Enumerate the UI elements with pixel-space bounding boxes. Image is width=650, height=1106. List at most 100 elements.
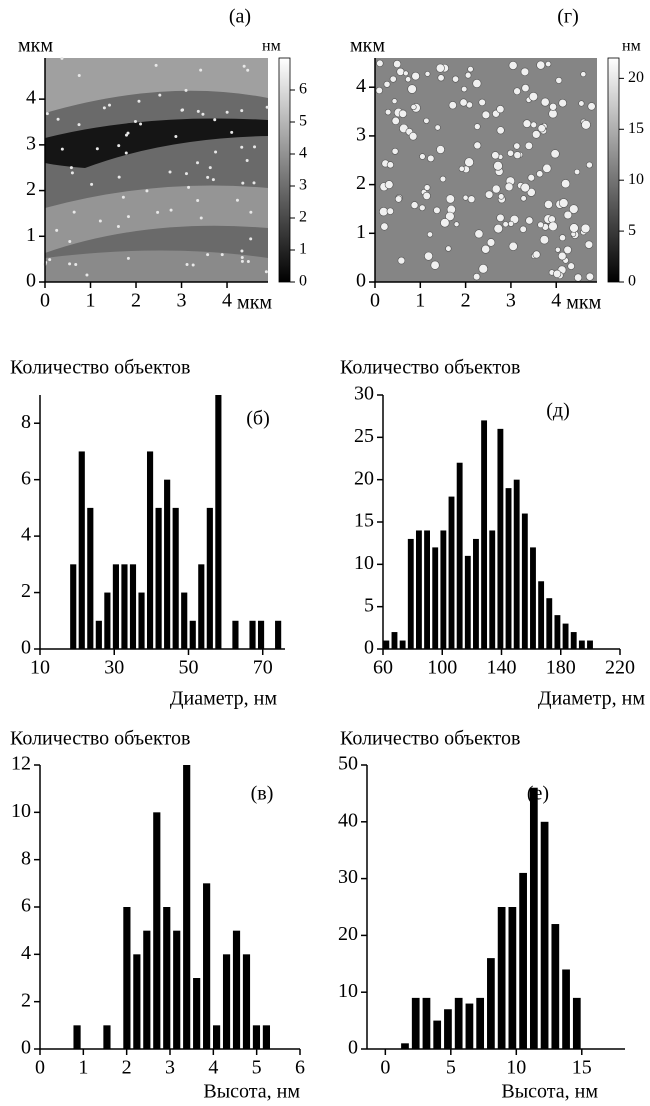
y-tick-label: 10: [11, 800, 31, 822]
image-dot: [69, 166, 73, 170]
image-dot: [211, 178, 215, 182]
x-tick-label: 0: [370, 290, 380, 312]
image-dot: [491, 184, 501, 194]
bar: [513, 479, 520, 649]
panel-label: (б): [246, 408, 270, 430]
image-dot: [225, 110, 229, 114]
image-dot: [539, 235, 550, 245]
bar: [112, 564, 119, 649]
bar: [383, 640, 390, 649]
image-dot: [383, 80, 391, 88]
image-dot: [585, 272, 594, 281]
image-dot: [60, 147, 64, 151]
bar: [123, 907, 131, 1049]
image-dot: [513, 151, 522, 160]
image-dot: [427, 154, 435, 163]
image-dot: [214, 150, 218, 154]
image-dot: [537, 124, 546, 133]
x-tick-label: 50: [178, 657, 198, 679]
image-dot: [507, 149, 514, 157]
image-dot: [391, 116, 400, 126]
image-dot: [558, 198, 569, 208]
image-dot: [418, 204, 426, 212]
y-tick-label: 50: [338, 753, 358, 775]
image-dot: [408, 132, 418, 141]
image-dot: [384, 180, 394, 189]
bar: [497, 428, 504, 649]
image-dot: [386, 161, 394, 169]
image-dot: [55, 228, 59, 232]
bar: [422, 997, 431, 1049]
x-tick-label: 3: [165, 1057, 175, 1079]
image-dot: [249, 210, 253, 214]
image-dot: [426, 231, 433, 238]
image-dot: [60, 56, 64, 60]
x-tick-label: 1: [78, 1057, 88, 1079]
image-dot: [380, 222, 389, 231]
image-dot: [484, 190, 494, 199]
image-dot: [461, 86, 468, 93]
y-tick-label: 4: [21, 524, 31, 546]
bar: [87, 507, 94, 649]
image-dot: [586, 161, 593, 169]
bar: [222, 954, 231, 1049]
colorbar-tick-label: 5: [299, 113, 307, 130]
image-dot: [196, 109, 200, 113]
image-dot: [474, 229, 484, 239]
image-dot: [56, 117, 60, 121]
image-dot: [68, 262, 72, 266]
image-dot: [464, 157, 474, 168]
y-tick-label: 10: [354, 552, 374, 574]
image-dot: [574, 168, 581, 175]
image-dot: [493, 161, 503, 171]
bar: [146, 451, 154, 649]
image-dot: [208, 166, 212, 170]
image-dot: [584, 240, 594, 249]
y-tick-label: 5: [364, 594, 374, 616]
image-dot: [391, 147, 399, 155]
x-tick-label: 6: [295, 1057, 305, 1079]
image-band: [45, 185, 268, 253]
bar: [143, 930, 151, 1049]
bar: [424, 530, 431, 649]
bar: [551, 924, 560, 1049]
x-axis-label: Диаметр, нм: [538, 688, 645, 710]
bar: [172, 507, 179, 649]
y-axis-label: Количество объектов: [340, 728, 520, 750]
y-tick-label: 20: [338, 923, 358, 945]
bar: [399, 640, 406, 649]
image-dot: [544, 200, 553, 209]
image-dot: [578, 100, 585, 107]
x-tick-label: 4: [208, 1057, 218, 1079]
x-tick-label: 1: [415, 290, 425, 312]
image-dot: [137, 99, 141, 103]
image-dot: [580, 223, 591, 234]
image-dot: [396, 67, 405, 76]
image-dot: [117, 144, 121, 148]
image-dot: [220, 253, 224, 257]
image-dot: [464, 71, 472, 79]
colorbar-tick-label: 10: [628, 171, 644, 188]
image-dot: [542, 163, 552, 173]
image-dot: [437, 74, 445, 82]
bar: [262, 1025, 271, 1049]
bar: [163, 907, 171, 1049]
image-dot: [184, 172, 188, 176]
image-dot: [424, 251, 433, 261]
image-dot: [486, 238, 496, 247]
image-dot: [253, 145, 257, 149]
x-tick-label: 30: [104, 657, 124, 679]
panel-label: (г): [557, 6, 579, 28]
bar: [407, 538, 414, 649]
colorbar-tick-label: 2: [299, 209, 307, 226]
x-tick-label: 0: [380, 1057, 390, 1079]
image-dot: [521, 83, 530, 93]
bar: [487, 958, 495, 1049]
x-tick-label: 180: [546, 657, 576, 679]
image-dot: [407, 84, 417, 94]
image-dot: [445, 211, 455, 222]
image-dot: [436, 145, 445, 154]
panel-label: (в): [251, 783, 274, 805]
image-dot: [569, 204, 579, 214]
image-dot: [536, 60, 546, 70]
